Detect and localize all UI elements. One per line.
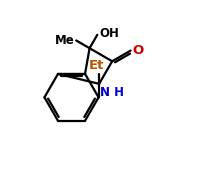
Text: Me: Me xyxy=(54,34,74,47)
Text: OH: OH xyxy=(99,27,119,40)
Text: Et: Et xyxy=(89,59,104,72)
Text: N H: N H xyxy=(100,86,123,99)
Text: O: O xyxy=(132,44,143,57)
